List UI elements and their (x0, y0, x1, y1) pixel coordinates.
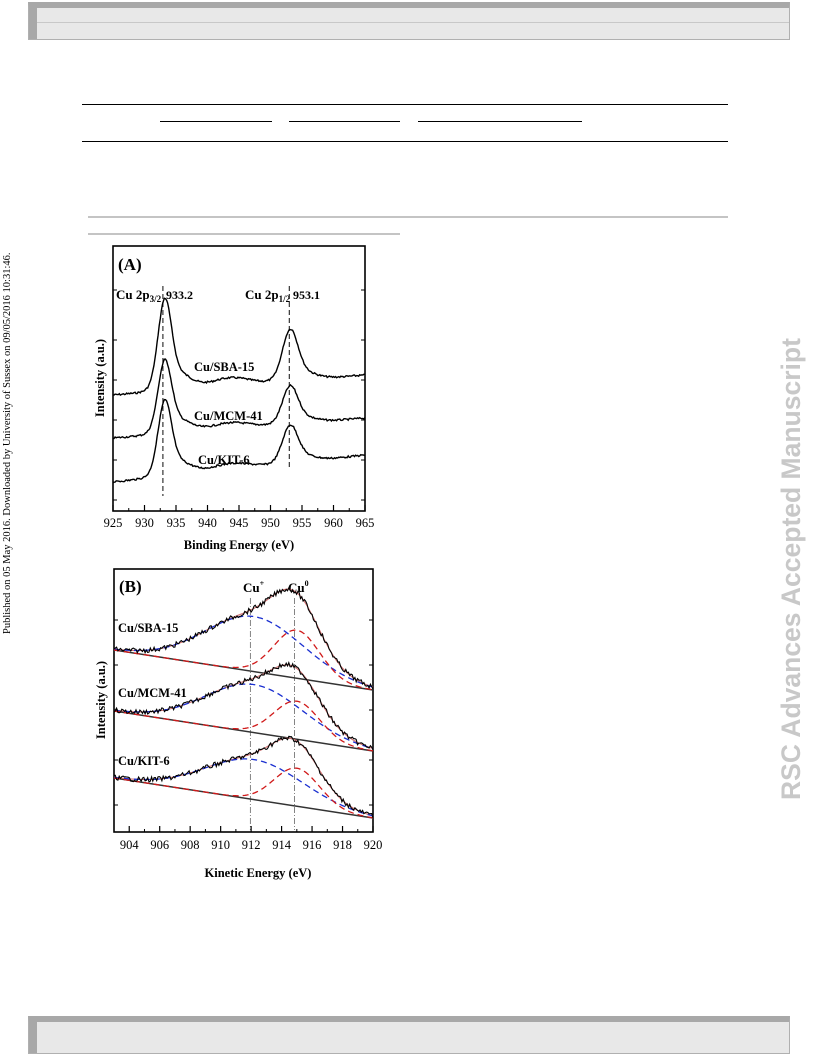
spectrum-a-cu-mcm-41 (112, 358, 366, 440)
figure-panel-a: (A) Cu 2p3/2 933.2 Cu 2p1/2 953.1 Cu/SBA… (93, 245, 375, 552)
panel-b-ylabel: Intensity (a.u.) (94, 661, 108, 739)
series-label-mcm41: Cu/MCM-41 (194, 409, 263, 423)
peak-label-cu2p32: Cu 2p3/2 (116, 287, 162, 304)
spectrum-a-cu-kit-6 (112, 398, 366, 484)
panel-a-xlabel: Binding Energy (eV) (184, 538, 294, 552)
envelope-cu-kit-6 (113, 737, 374, 817)
raw-spectrum-cu-mcm-41 (113, 660, 374, 750)
raw-spectrum-cu-kit-6 (114, 735, 374, 819)
panel-b-xlabel: Kinetic Energy (eV) (205, 866, 312, 880)
panel-a-tick-label: 950 (261, 516, 280, 530)
series-b-label-kit6: Cu/KIT-6 (118, 754, 170, 768)
series-label-sba15: Cu/SBA-15 (194, 360, 254, 374)
table-top-rule (82, 104, 728, 105)
grey-rule-1 (88, 216, 728, 218)
envelope-cu-sba-15 (113, 588, 374, 688)
watermark-text: RSC Advances Accepted Manuscript (776, 338, 806, 800)
panel-a-ylabel: Intensity (a.u.) (93, 339, 107, 417)
series-b-label-mcm41: Cu/MCM-41 (118, 686, 187, 700)
baseline-cu-kit-6 (113, 777, 374, 819)
cu-plus-fit-cu-sba-15 (113, 615, 374, 688)
publication-note: Published on 05 May 2016. Downloaded by … (2, 253, 22, 654)
panel-b-tick-label: 914 (272, 838, 292, 852)
cu-zero-fit-cu-mcm-41 (113, 700, 374, 752)
panel-b-tick-label: 912 (242, 838, 261, 852)
raw-spectrum-cu-sba-15 (113, 586, 374, 690)
table-group-rule-1 (160, 121, 272, 122)
peak-value-933: 933.2 (166, 288, 193, 302)
panel-b-tick-label: 916 (303, 838, 322, 852)
envelope-cu-mcm-41 (113, 664, 374, 749)
panel-b-frame (113, 568, 374, 833)
panel-a-tick-label: 955 (293, 516, 312, 530)
grey-rule-2 (88, 233, 400, 235)
panel-a-tick-label: 925 (104, 516, 123, 530)
panel-a-tick-label: 945 (230, 516, 249, 530)
table-group-rule-3 (418, 121, 582, 122)
panel-a-label: (A) (118, 255, 142, 274)
panel-b-tick-label: 904 (120, 838, 140, 852)
cu-plus-label: Cu+ (243, 579, 265, 595)
header-bar (28, 2, 790, 40)
series-label-kit6: Cu/KIT-6 (198, 453, 250, 467)
panel-b-label: (B) (119, 577, 142, 596)
panel-a-tick-label: 960 (324, 516, 343, 530)
watermark: RSC Advances Accepted Manuscript (776, 338, 816, 840)
panel-a-tick-label: 935 (167, 516, 186, 530)
series-b-label-sba15: Cu/SBA-15 (118, 621, 178, 635)
panel-b-tick-label: 920 (364, 838, 383, 852)
panel-a-tick-label: 965 (356, 516, 375, 530)
table-group-rule-2 (289, 121, 400, 122)
panel-b-tick-label: 910 (211, 838, 230, 852)
peak-label-cu2p12: Cu 2p1/2 (245, 287, 291, 304)
baseline-cu-mcm-41 (113, 710, 374, 752)
publication-note-text: Published on 05 May 2016. Downloaded by … (2, 252, 13, 635)
cu-zero-fit-cu-sba-15 (113, 629, 374, 691)
cu-zero-fit-cu-kit-6 (113, 767, 374, 819)
figure-panel-b: (B) Cu+ Cu0 Cu/SBA-15 Cu/MCM-41 Cu/KIT-6… (94, 568, 383, 880)
spectrum-a-cu-sba-15 (113, 297, 366, 397)
table-mid-rule (82, 141, 728, 142)
panel-b-tick-label: 918 (333, 838, 352, 852)
panel-b-tick-label: 908 (181, 838, 200, 852)
panel-a-tick-label: 930 (135, 516, 154, 530)
peak-value-953: 953.1 (293, 288, 320, 302)
panel-a-tick-label: 940 (198, 516, 217, 530)
footer-bar (28, 1016, 790, 1054)
panel-b-tick-label: 906 (150, 838, 169, 852)
